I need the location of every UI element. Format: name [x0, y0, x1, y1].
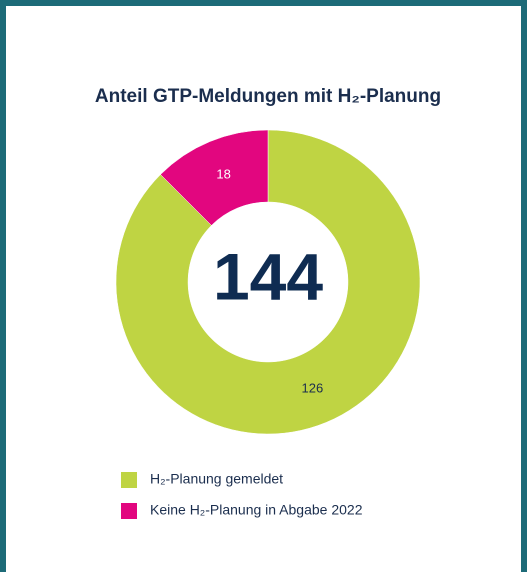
legend-label: H₂-Planung gemeldet — [150, 471, 283, 487]
data-label: 126 — [302, 381, 324, 396]
legend-label: Keine H₂-Planung in Abgabe 2022 — [150, 502, 363, 518]
slice — [115, 129, 421, 435]
slice — [160, 129, 269, 226]
panel — [6, 6, 521, 572]
center-total: 144 — [213, 239, 323, 313]
legend-swatch — [121, 503, 137, 519]
chart-title: Anteil GTP-Meldungen mit H₂-Planung — [95, 86, 441, 107]
data-label: 18 — [216, 166, 230, 181]
legend-swatch — [121, 472, 137, 488]
